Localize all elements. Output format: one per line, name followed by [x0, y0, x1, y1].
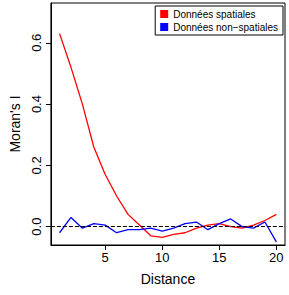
- svg-text:0.0: 0.0: [29, 218, 44, 236]
- svg-text:0.6: 0.6: [29, 34, 44, 52]
- svg-text:20: 20: [269, 250, 283, 265]
- svg-text:0.2: 0.2: [29, 156, 44, 174]
- svg-text:Distance: Distance: [141, 271, 196, 287]
- svg-text:Données spatiales: Données spatiales: [173, 9, 255, 20]
- svg-text:10: 10: [155, 250, 169, 265]
- svg-text:Données non−spatiales: Données non−spatiales: [173, 22, 278, 33]
- svg-text:5: 5: [102, 250, 109, 265]
- svg-text:15: 15: [212, 250, 226, 265]
- svg-text:0.4: 0.4: [29, 95, 44, 113]
- svg-text:Moran's I: Moran's I: [7, 95, 23, 152]
